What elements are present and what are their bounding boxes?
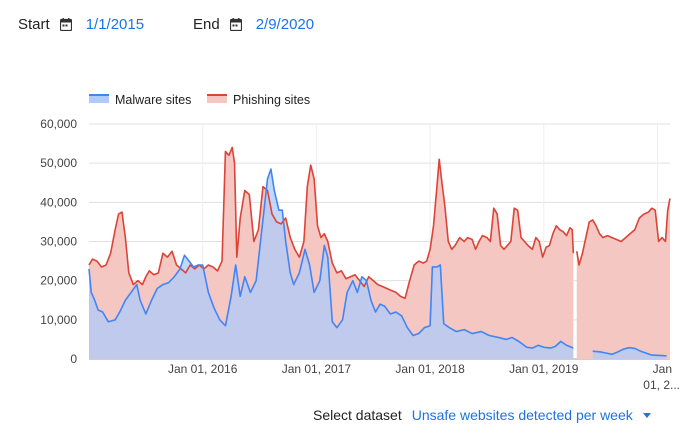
series-area-malware (592, 347, 667, 359)
caret-down-icon[interactable] (642, 412, 651, 418)
legend-item-phishing: Phishing sites (207, 93, 310, 107)
y-tick-label: 10,000 (40, 313, 77, 327)
legend-label: Malware sites (115, 93, 191, 107)
start-label: Start (18, 15, 50, 33)
legend-item-malware: Malware sites (89, 93, 191, 107)
y-tick-label: 50,000 (40, 156, 77, 170)
y-tick-label: 60,000 (40, 117, 77, 131)
legend-label: Phishing sites (233, 93, 310, 107)
series-line-phishing (575, 198, 671, 266)
y-tick-label: 0 (70, 352, 77, 366)
x-tick-label: Jan 01, 2019 (509, 362, 579, 376)
series-area-malware (89, 169, 574, 359)
y-tick-label: 20,000 (40, 274, 77, 288)
series-area-phishing (576, 198, 670, 359)
x-tick-label: Jan 01, 2018 (395, 362, 465, 376)
y-tick-label: 40,000 (40, 195, 77, 209)
end-date-value[interactable]: 2/9/2020 (255, 15, 315, 33)
dataset-dropdown[interactable]: Unsafe websites detected per week (412, 407, 651, 423)
start-date-control[interactable]: Start 1/1/2015 (18, 16, 144, 33)
series-line-malware (592, 346, 667, 357)
select-dataset-label: Select dataset (313, 407, 402, 423)
x-tick-label: Jan 01, 2017 (282, 362, 352, 376)
start-date-value[interactable]: 1/1/2015 (85, 15, 145, 33)
series-line-phishing (88, 146, 575, 300)
legend-swatch (89, 94, 109, 103)
x-tick-label: Jan 01, 2016 (168, 362, 238, 376)
legend-swatch (207, 94, 227, 103)
date-range-controls: Start 1/1/2015 End 2/9/2020 (18, 12, 314, 36)
dataset-dropdown-value[interactable]: Unsafe websites detected per week (411, 407, 633, 423)
x-tick-label: Jan 01, 2... (643, 362, 680, 392)
series-line-malware (88, 168, 574, 349)
dataset-selector: Select dataset Unsafe websites detected … (313, 407, 651, 423)
end-date-control[interactable]: End 2/9/2020 (193, 16, 314, 33)
end-label: End (193, 15, 220, 33)
area-chart: 0 10,000 20,000 30,000 40,000 50,000 60,000 Jan… (40, 93, 680, 392)
calendar-icon[interactable] (229, 17, 242, 31)
calendar-icon[interactable] (59, 17, 72, 31)
y-tick-label: 30,000 (40, 235, 77, 249)
